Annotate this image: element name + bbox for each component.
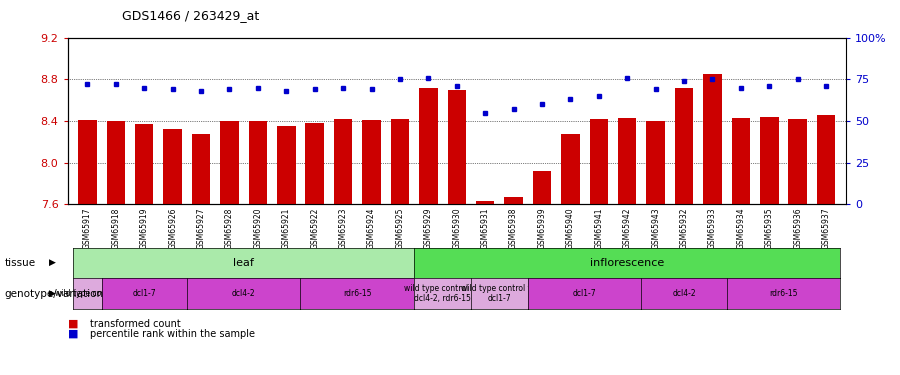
Text: dcl1-7: dcl1-7: [572, 289, 597, 298]
Text: GSM65922: GSM65922: [310, 208, 320, 249]
Text: GSM65923: GSM65923: [338, 208, 347, 249]
Text: GSM65932: GSM65932: [680, 208, 688, 249]
Bar: [192, 135, 211, 204]
Text: GSM65936: GSM65936: [793, 208, 802, 249]
Text: dcl1-7: dcl1-7: [132, 289, 156, 298]
Text: GSM65919: GSM65919: [140, 208, 148, 249]
Bar: [675, 87, 693, 204]
Text: GSM65943: GSM65943: [651, 208, 660, 249]
Text: ■: ■: [68, 329, 78, 339]
Text: GSM65929: GSM65929: [424, 208, 433, 249]
Text: inflorescence: inflorescence: [590, 258, 664, 268]
Bar: [277, 126, 295, 204]
Text: ■: ■: [68, 319, 78, 329]
Text: GSM65927: GSM65927: [196, 208, 205, 249]
Text: ▶: ▶: [49, 289, 56, 298]
Text: GSM65931: GSM65931: [481, 208, 490, 249]
Bar: [447, 90, 466, 204]
Text: GSM65925: GSM65925: [395, 208, 404, 249]
Bar: [248, 121, 267, 204]
Text: wild type control for
dcl4-2, rdr6-15: wild type control for dcl4-2, rdr6-15: [404, 284, 482, 303]
Text: GSM65928: GSM65928: [225, 208, 234, 249]
Text: wild type control: wild type control: [55, 289, 120, 298]
Bar: [817, 115, 835, 204]
Text: GSM65924: GSM65924: [367, 208, 376, 249]
Text: rdr6-15: rdr6-15: [770, 289, 797, 298]
Bar: [760, 117, 778, 204]
Text: GSM65918: GSM65918: [112, 208, 121, 249]
Bar: [305, 123, 324, 204]
Text: GDS1466 / 263429_at: GDS1466 / 263429_at: [122, 9, 259, 22]
Bar: [590, 119, 608, 204]
Text: genotype/variation: genotype/variation: [4, 289, 104, 298]
Text: GSM65940: GSM65940: [566, 208, 575, 249]
Text: GSM65937: GSM65937: [822, 208, 831, 249]
Text: GSM65934: GSM65934: [736, 208, 745, 249]
Text: wild type control for
dcl1-7: wild type control for dcl1-7: [461, 284, 538, 303]
Text: leaf: leaf: [233, 258, 254, 268]
Bar: [220, 121, 238, 204]
Bar: [419, 87, 437, 204]
Bar: [533, 171, 551, 204]
Bar: [788, 119, 807, 204]
Bar: [703, 74, 722, 204]
Text: GSM65941: GSM65941: [594, 208, 603, 249]
Bar: [363, 120, 381, 204]
Text: GSM65921: GSM65921: [282, 208, 291, 249]
Bar: [391, 119, 410, 204]
Text: transformed count: transformed count: [90, 319, 181, 329]
Text: GSM65942: GSM65942: [623, 208, 632, 249]
Text: tissue: tissue: [4, 258, 36, 268]
Text: GSM65926: GSM65926: [168, 208, 177, 249]
Text: dcl4-2: dcl4-2: [232, 289, 256, 298]
Text: GSM65920: GSM65920: [254, 208, 263, 249]
Text: GSM65939: GSM65939: [537, 208, 546, 249]
Bar: [562, 135, 580, 204]
Text: GSM65917: GSM65917: [83, 208, 92, 249]
Bar: [78, 120, 96, 204]
Text: GSM65930: GSM65930: [453, 208, 462, 249]
Bar: [504, 197, 523, 204]
Bar: [646, 121, 665, 204]
Text: GSM65933: GSM65933: [708, 208, 717, 249]
Bar: [618, 118, 636, 204]
Text: GSM65938: GSM65938: [509, 208, 518, 249]
Text: rdr6-15: rdr6-15: [343, 289, 372, 298]
Text: percentile rank within the sample: percentile rank within the sample: [90, 329, 255, 339]
Bar: [135, 124, 153, 204]
Bar: [334, 119, 352, 204]
Text: ▶: ▶: [49, 258, 56, 267]
Bar: [476, 201, 494, 204]
Bar: [106, 121, 125, 204]
Bar: [732, 118, 750, 204]
Text: dcl4-2: dcl4-2: [672, 289, 696, 298]
Text: GSM65935: GSM65935: [765, 208, 774, 249]
Bar: [164, 129, 182, 204]
